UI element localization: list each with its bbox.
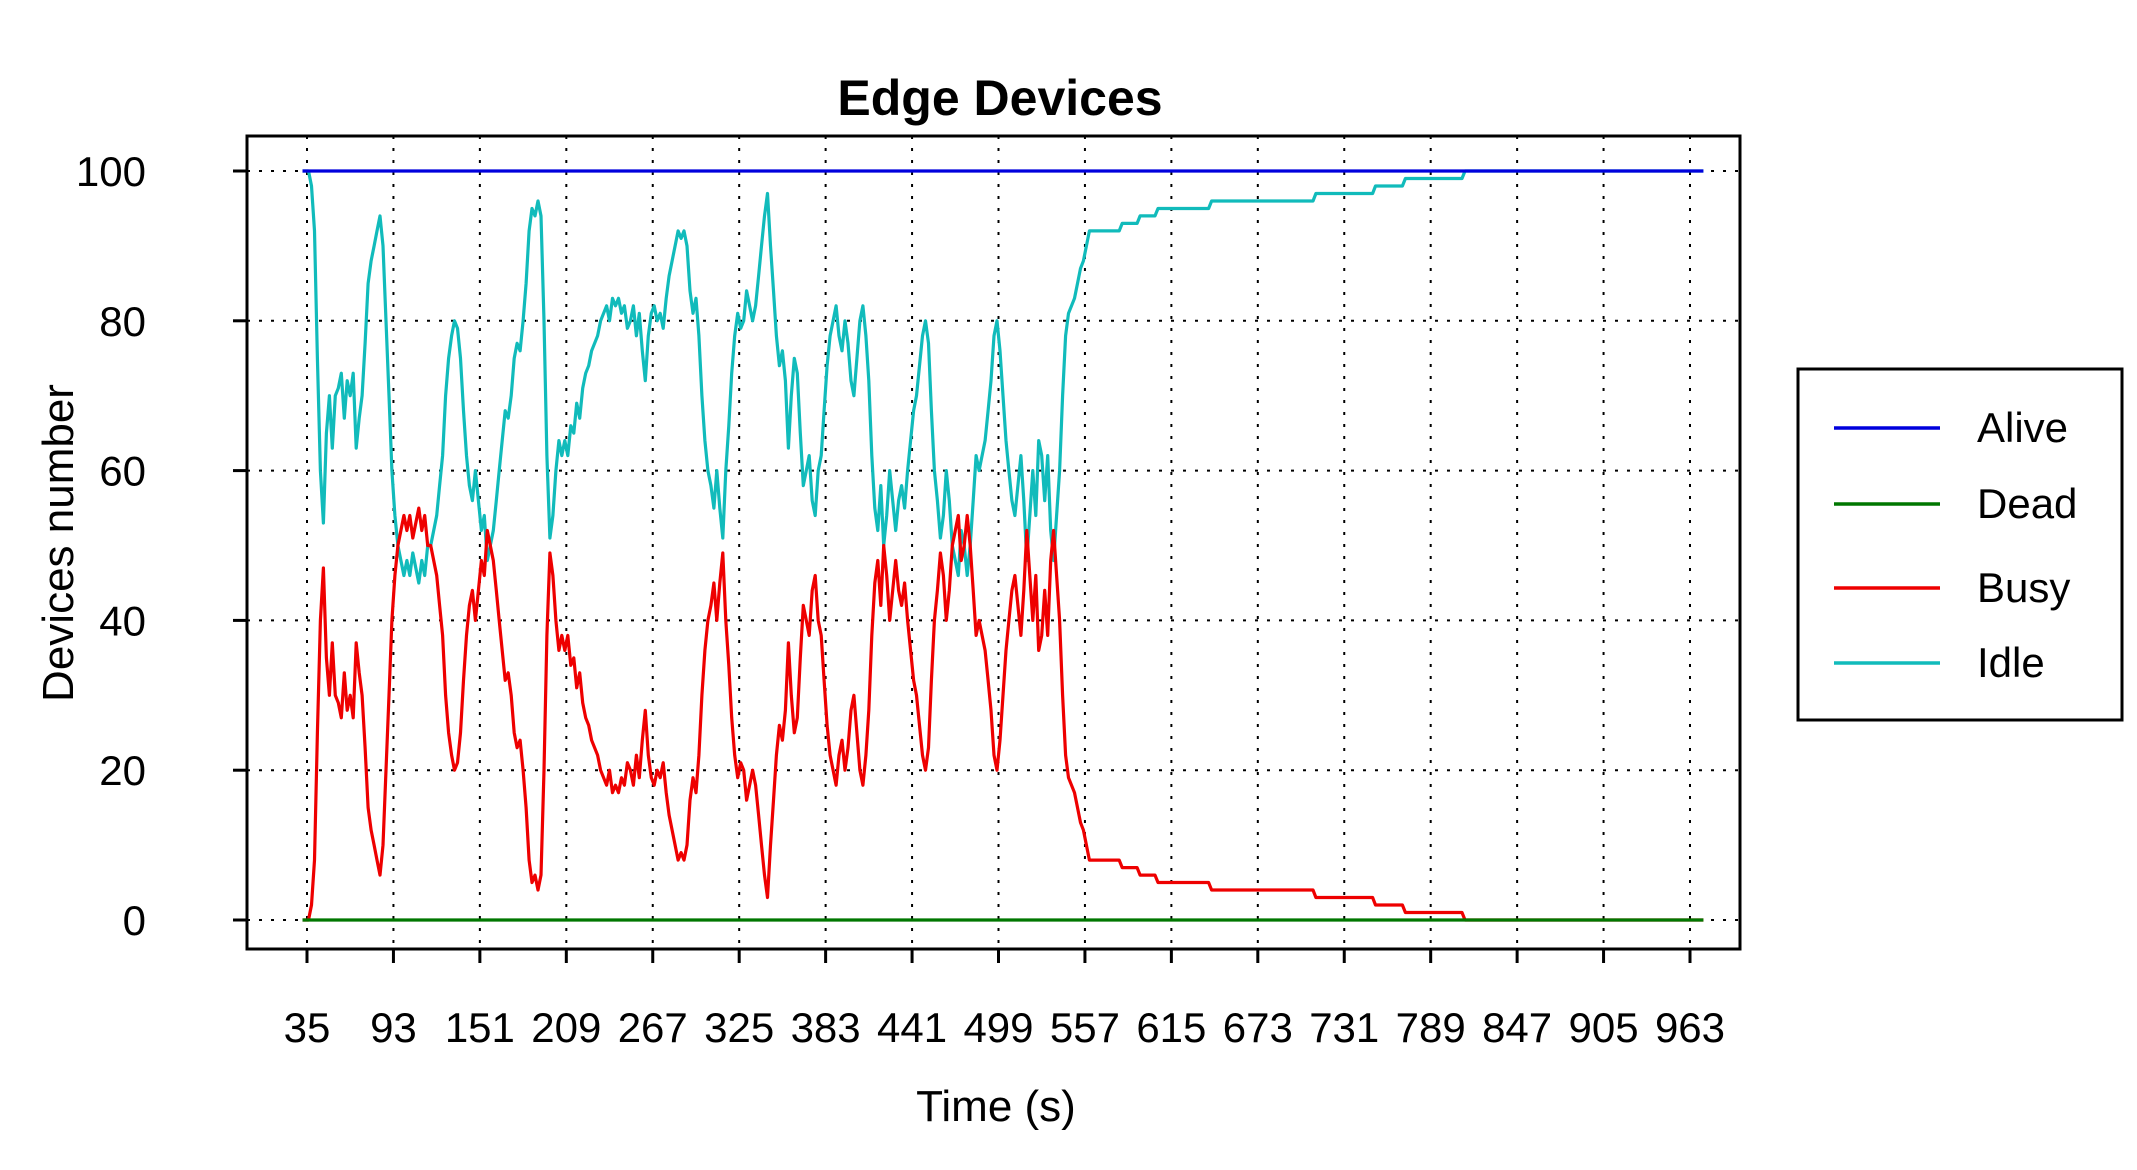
legend: Alive Dead Busy Idle	[1796, 367, 2124, 722]
legend-label-idle: Idle	[1977, 639, 2045, 686]
y-tick-label: 40	[99, 597, 146, 644]
y-tick-label: 0	[123, 897, 146, 944]
x-tick-label: 557	[1050, 1004, 1120, 1051]
x-tick-label: 325	[704, 1004, 774, 1051]
x-axis-ticks: 35 93 151 209 267 325 383 441 499 557 615 673 731 789…	[284, 949, 1725, 1051]
x-tick-label: 35	[284, 1004, 331, 1051]
chart-title: Edge Devices	[837, 70, 1162, 126]
legend-frame	[1796, 367, 2124, 722]
x-tick-label: 383	[791, 1004, 861, 1051]
x-tick-label: 847	[1482, 1004, 1552, 1051]
x-tick-label: 151	[445, 1004, 515, 1051]
legend-label-busy: Busy	[1977, 564, 2070, 611]
x-tick-label: 209	[531, 1004, 601, 1051]
x-tick-label: 93	[370, 1004, 417, 1051]
series-line-idle	[302, 169, 1704, 585]
y-axis-label: Devices number	[34, 384, 83, 702]
x-tick-label: 905	[1569, 1004, 1639, 1051]
x-tick-label: 789	[1396, 1004, 1466, 1051]
legend-label-alive: Alive	[1977, 404, 2068, 451]
y-axis-ticks: 0 20 40 60 80 100	[76, 148, 247, 944]
x-tick-label: 615	[1136, 1004, 1206, 1051]
x-tick-label: 673	[1223, 1004, 1293, 1051]
x-tick-label: 731	[1309, 1004, 1379, 1051]
y-tick-label: 100	[76, 148, 146, 195]
legend-label-dead: Dead	[1977, 480, 2077, 527]
x-tick-label: 499	[963, 1004, 1033, 1051]
x-tick-label: 963	[1655, 1004, 1725, 1051]
x-axis-label: Time (s)	[916, 1082, 1076, 1131]
y-tick-label: 20	[99, 747, 146, 794]
plot-area-frame	[245, 134, 1742, 951]
gridlines	[247, 136, 1740, 949]
series-lines	[302, 169, 1704, 922]
x-tick-label: 441	[877, 1004, 947, 1051]
y-tick-label: 60	[99, 448, 146, 495]
x-tick-label: 267	[618, 1004, 688, 1051]
series-line-busy	[302, 506, 1704, 922]
y-tick-label: 80	[99, 298, 146, 345]
